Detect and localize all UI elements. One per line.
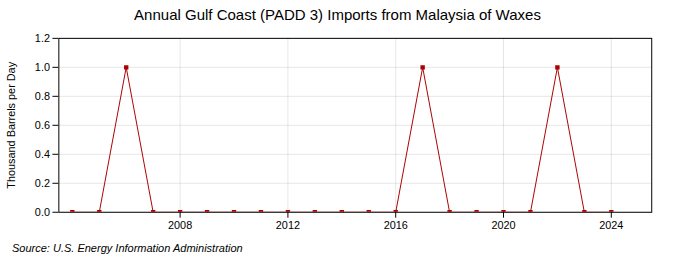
svg-text:0.2: 0.2 (35, 177, 50, 189)
svg-text:0.4: 0.4 (35, 148, 50, 160)
svg-text:2020: 2020 (491, 219, 515, 231)
svg-text:2016: 2016 (384, 219, 408, 231)
svg-text:0.6: 0.6 (35, 119, 50, 131)
svg-text:2024: 2024 (599, 219, 623, 231)
svg-text:1.0: 1.0 (35, 61, 50, 73)
html-text:Source: U.S. Energy Informatio: Source: U.S. Energy Information Administ… (12, 242, 243, 255)
svg-text:1.2: 1.2 (35, 32, 50, 44)
svg-text:Thousand Barrels per Day: Thousand Barrels per Day (5, 61, 17, 188)
svg-text:2012: 2012 (276, 219, 300, 231)
svg-text:0.0: 0.0 (35, 206, 50, 218)
svg-text:0.8: 0.8 (35, 90, 50, 102)
html-text:Annual Gulf Coast (PADD 3) Imp: Annual Gulf Coast (PADD 3) Imports from … (134, 6, 541, 23)
svg-text:2008: 2008 (168, 219, 192, 231)
